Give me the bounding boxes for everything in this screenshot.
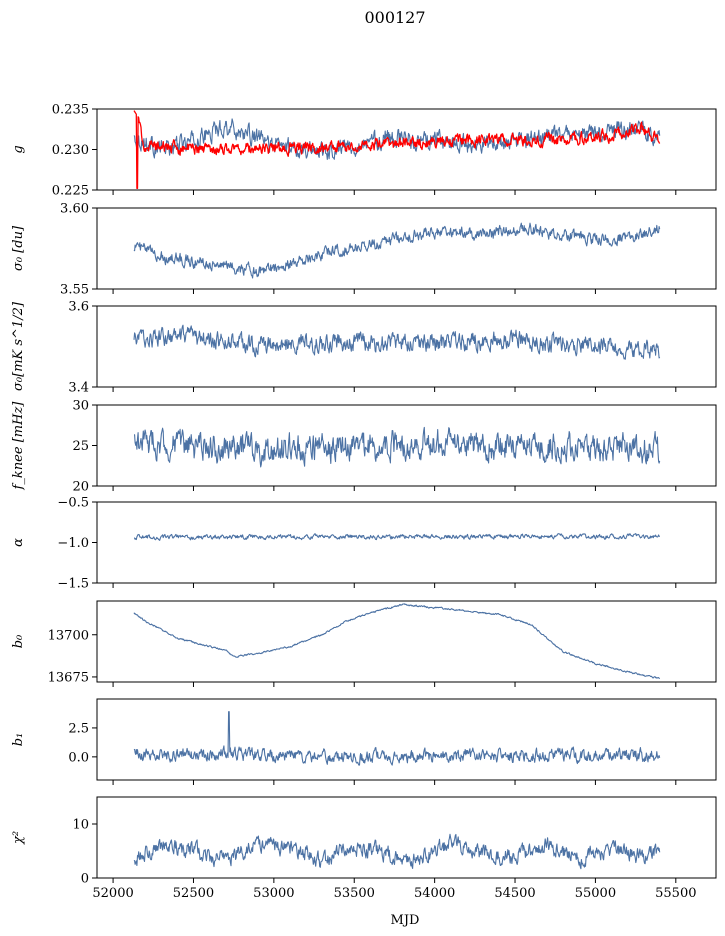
plot-frame <box>96 108 717 191</box>
series-line-8-1 <box>133 833 661 870</box>
y-tick-label: 20 <box>72 480 89 495</box>
plot-frame <box>96 404 717 487</box>
x-tick-label: 52000 <box>92 886 133 901</box>
x-tick-label: 55000 <box>575 886 616 901</box>
x-tick-label: 55500 <box>655 886 696 901</box>
x-tick-label: 53500 <box>334 886 375 901</box>
plot-frame <box>96 305 717 388</box>
y-tick-label: 25 <box>72 439 89 454</box>
panels: 0.225 0.230 0.235 g 3.55 3.60 σ₀ [du] 3.4 3.6 σ₀[… <box>11 103 717 901</box>
y-tick-label: 3.4 <box>68 381 89 396</box>
y-tick-label: −1.0 <box>57 536 89 551</box>
y-tick-label: −0.5 <box>57 496 89 511</box>
y-tick-label: 0.230 <box>52 143 89 158</box>
plot-frame <box>96 501 717 584</box>
panel-7: 0.0 2.5 b₁ <box>11 698 717 785</box>
series-line-3-1 <box>133 324 661 360</box>
series-line-2-1 <box>133 222 661 279</box>
y-axis-label: b₁ <box>11 733 26 747</box>
series-line-1-2 <box>133 110 661 190</box>
x-tick-label: 53000 <box>253 886 294 901</box>
y-axis-label: b₀ <box>11 634 26 648</box>
panel-8: 0 10 52000 52500 53000 53500 54000 54500 55000 55… <box>11 796 717 901</box>
panel-1: 0.225 0.230 0.235 g <box>11 103 717 199</box>
y-tick-label: 0.0 <box>68 750 89 765</box>
plot-frame <box>96 796 717 879</box>
panel-2: 3.55 3.60 σ₀ [du] <box>11 202 717 298</box>
panel-5: −1.5 −1.0 −0.5 α <box>11 496 717 592</box>
y-tick-label: 10 <box>72 818 89 833</box>
y-axis-label: f_knee [mHz] <box>11 401 26 491</box>
series-line-1-1 <box>133 118 661 160</box>
plot-frame <box>96 207 717 290</box>
y-tick-label: 13675 <box>48 670 89 685</box>
y-tick-label: −1.5 <box>57 577 89 592</box>
y-tick-label: 2.5 <box>68 721 89 736</box>
series-line-6-1 <box>133 603 661 680</box>
y-axis-label: g <box>11 145 26 153</box>
figure-title: 000127 <box>364 8 425 27</box>
plot-frame <box>96 698 717 781</box>
y-tick-label: 0.235 <box>52 103 89 118</box>
series-line-5-1 <box>134 533 661 541</box>
panel-3: 3.4 3.6 σ₀[mK s^1/2] <box>11 300 717 396</box>
x-tick-label: 52500 <box>173 886 214 901</box>
y-axis-label: σ₀ [du] <box>11 225 26 271</box>
y-axis-label: α <box>11 538 26 547</box>
y-axis-label: χ² <box>11 831 26 845</box>
series-line-4-1 <box>134 426 661 468</box>
y-axis-label: σ₀[mK s^1/2] <box>11 301 26 391</box>
panel-4: 20 25 30 f_knee [mHz] <box>11 399 717 495</box>
y-tick-label: 0.225 <box>52 184 89 199</box>
y-tick-label: 3.6 <box>68 300 89 315</box>
x-tick-label: 54500 <box>494 886 535 901</box>
panel-6: 13675 13700 b₀ <box>11 600 717 687</box>
y-tick-label: 13700 <box>48 628 89 643</box>
series-line-7-1 <box>133 711 661 766</box>
y-tick-label: 3.60 <box>60 202 89 217</box>
y-tick-label: 0 <box>81 872 89 887</box>
x-axis-label: MJD <box>391 913 420 928</box>
plot-frame <box>96 600 717 683</box>
x-tick-label: 54000 <box>414 886 455 901</box>
y-tick-label: 30 <box>72 399 89 414</box>
y-tick-label: 3.55 <box>60 283 89 298</box>
